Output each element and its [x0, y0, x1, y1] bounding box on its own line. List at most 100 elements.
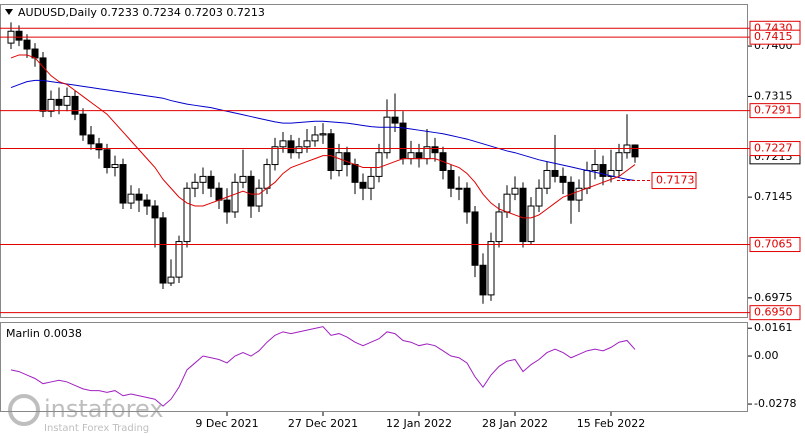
- moving-average: [10, 79, 636, 182]
- candle-body: [319, 133, 327, 136]
- candle-body: [111, 164, 119, 169]
- symbol: AUDUSD,Daily: [18, 6, 97, 19]
- last-open: 0.7233: [100, 6, 139, 19]
- candle-body: [407, 152, 415, 160]
- candle-body: [583, 169, 591, 189]
- candle-body: [247, 175, 255, 207]
- candle-body: [207, 175, 215, 189]
- candle-body: [535, 187, 543, 207]
- indicator-panel: [0, 322, 748, 412]
- candle-body: [455, 187, 463, 190]
- watermark: instaforex Instant Forex Trading: [8, 394, 164, 434]
- y-tick-label: 0.7145: [754, 190, 793, 203]
- candle-body: [167, 276, 175, 284]
- candle-body: [255, 187, 263, 207]
- candle-body: [375, 152, 383, 177]
- candle-body: [175, 241, 183, 278]
- candle-body: [511, 187, 519, 195]
- last-close: 0.7213: [226, 6, 265, 19]
- candle-body: [607, 169, 615, 177]
- ma-label-box: [651, 172, 697, 190]
- candle-body: [71, 95, 79, 115]
- candle-body: [335, 152, 343, 171]
- candle-body: [311, 134, 319, 142]
- candle-body: [95, 143, 103, 151]
- x-tick-label: 9 Dec 2021: [195, 417, 258, 430]
- candle-body: [487, 241, 495, 296]
- candle-body: [327, 133, 335, 171]
- candle-body: [63, 95, 71, 106]
- candle-body: [295, 146, 303, 154]
- candle-body: [495, 211, 503, 243]
- indicator-name: Marlin: [6, 327, 40, 340]
- candle-body: [279, 140, 287, 148]
- level-label: 0.7227: [754, 142, 793, 155]
- candle-body: [527, 205, 535, 243]
- candle-body: [151, 205, 159, 219]
- candle-body: [391, 116, 399, 124]
- y-tick-label: 0.00: [754, 349, 779, 362]
- candle-body: [471, 211, 479, 266]
- ma-label: 0.7173: [656, 174, 695, 187]
- candle-body: [127, 193, 135, 204]
- candle-body: [15, 30, 23, 41]
- watermark-tagline: Instant Forex Trading: [44, 423, 149, 434]
- candle-body: [303, 140, 311, 148]
- y-tick-label: 0.0161: [754, 321, 793, 334]
- candle-body: [447, 169, 455, 189]
- watermark-logo: [8, 394, 40, 426]
- x-tick-label: 28 Jan 2022: [482, 417, 548, 430]
- candle-body: [215, 187, 223, 201]
- candle-body: [47, 98, 55, 112]
- dropdown-arrow[interactable]: [5, 9, 13, 15]
- candle-body: [631, 144, 639, 158]
- candle-body: [103, 149, 111, 169]
- level-label: 0.7291: [754, 104, 793, 117]
- x-tick-label: 12 Jan 2022: [386, 417, 452, 430]
- indicator-line: [10, 326, 636, 407]
- level-label: 0.7065: [754, 238, 793, 251]
- candle-body: [239, 175, 247, 183]
- candle-body: [367, 175, 375, 189]
- candle-body: [271, 146, 279, 166]
- level-label: 0.7415: [754, 30, 793, 43]
- level-label-box: [749, 237, 801, 253]
- candle-body: [23, 39, 31, 50]
- candle-body: [79, 113, 87, 136]
- price-panel: [0, 4, 748, 318]
- candle-body: [343, 152, 351, 166]
- candle-body: [591, 164, 599, 171]
- candle-body: [543, 169, 551, 189]
- candle-body: [575, 187, 583, 201]
- candle-body: [599, 164, 607, 177]
- x-tick-label: 15 Feb 2022: [577, 417, 645, 430]
- candle-body: [39, 57, 47, 112]
- candle-body: [559, 175, 567, 183]
- candle-body: [31, 48, 39, 59]
- candle-body: [119, 164, 127, 204]
- candle-body: [615, 152, 623, 171]
- candle-body: [503, 193, 511, 213]
- level-label: 0.6950: [754, 306, 793, 319]
- candle-body: [383, 116, 391, 154]
- candle-body: [183, 187, 191, 243]
- y-tick-label: 0.6975: [754, 291, 793, 304]
- level-label-box: [749, 305, 801, 321]
- y-tick-label: -0.0278: [754, 397, 796, 410]
- moving-average: [10, 54, 636, 219]
- candle-body: [431, 146, 439, 154]
- candle-body: [223, 199, 231, 213]
- candle-body: [519, 187, 527, 243]
- last-high: 0.7234: [142, 6, 181, 19]
- indicator-title: Marlin 0.0038: [6, 327, 82, 340]
- candle-body: [87, 134, 95, 145]
- candle-body: [55, 98, 63, 106]
- candle-body: [191, 181, 199, 189]
- candle-body: [159, 217, 167, 284]
- last-low: 0.7203: [184, 6, 223, 19]
- indicator-value: 0.0038: [43, 327, 82, 340]
- candle-body: [479, 264, 487, 296]
- candle-body: [463, 187, 471, 213]
